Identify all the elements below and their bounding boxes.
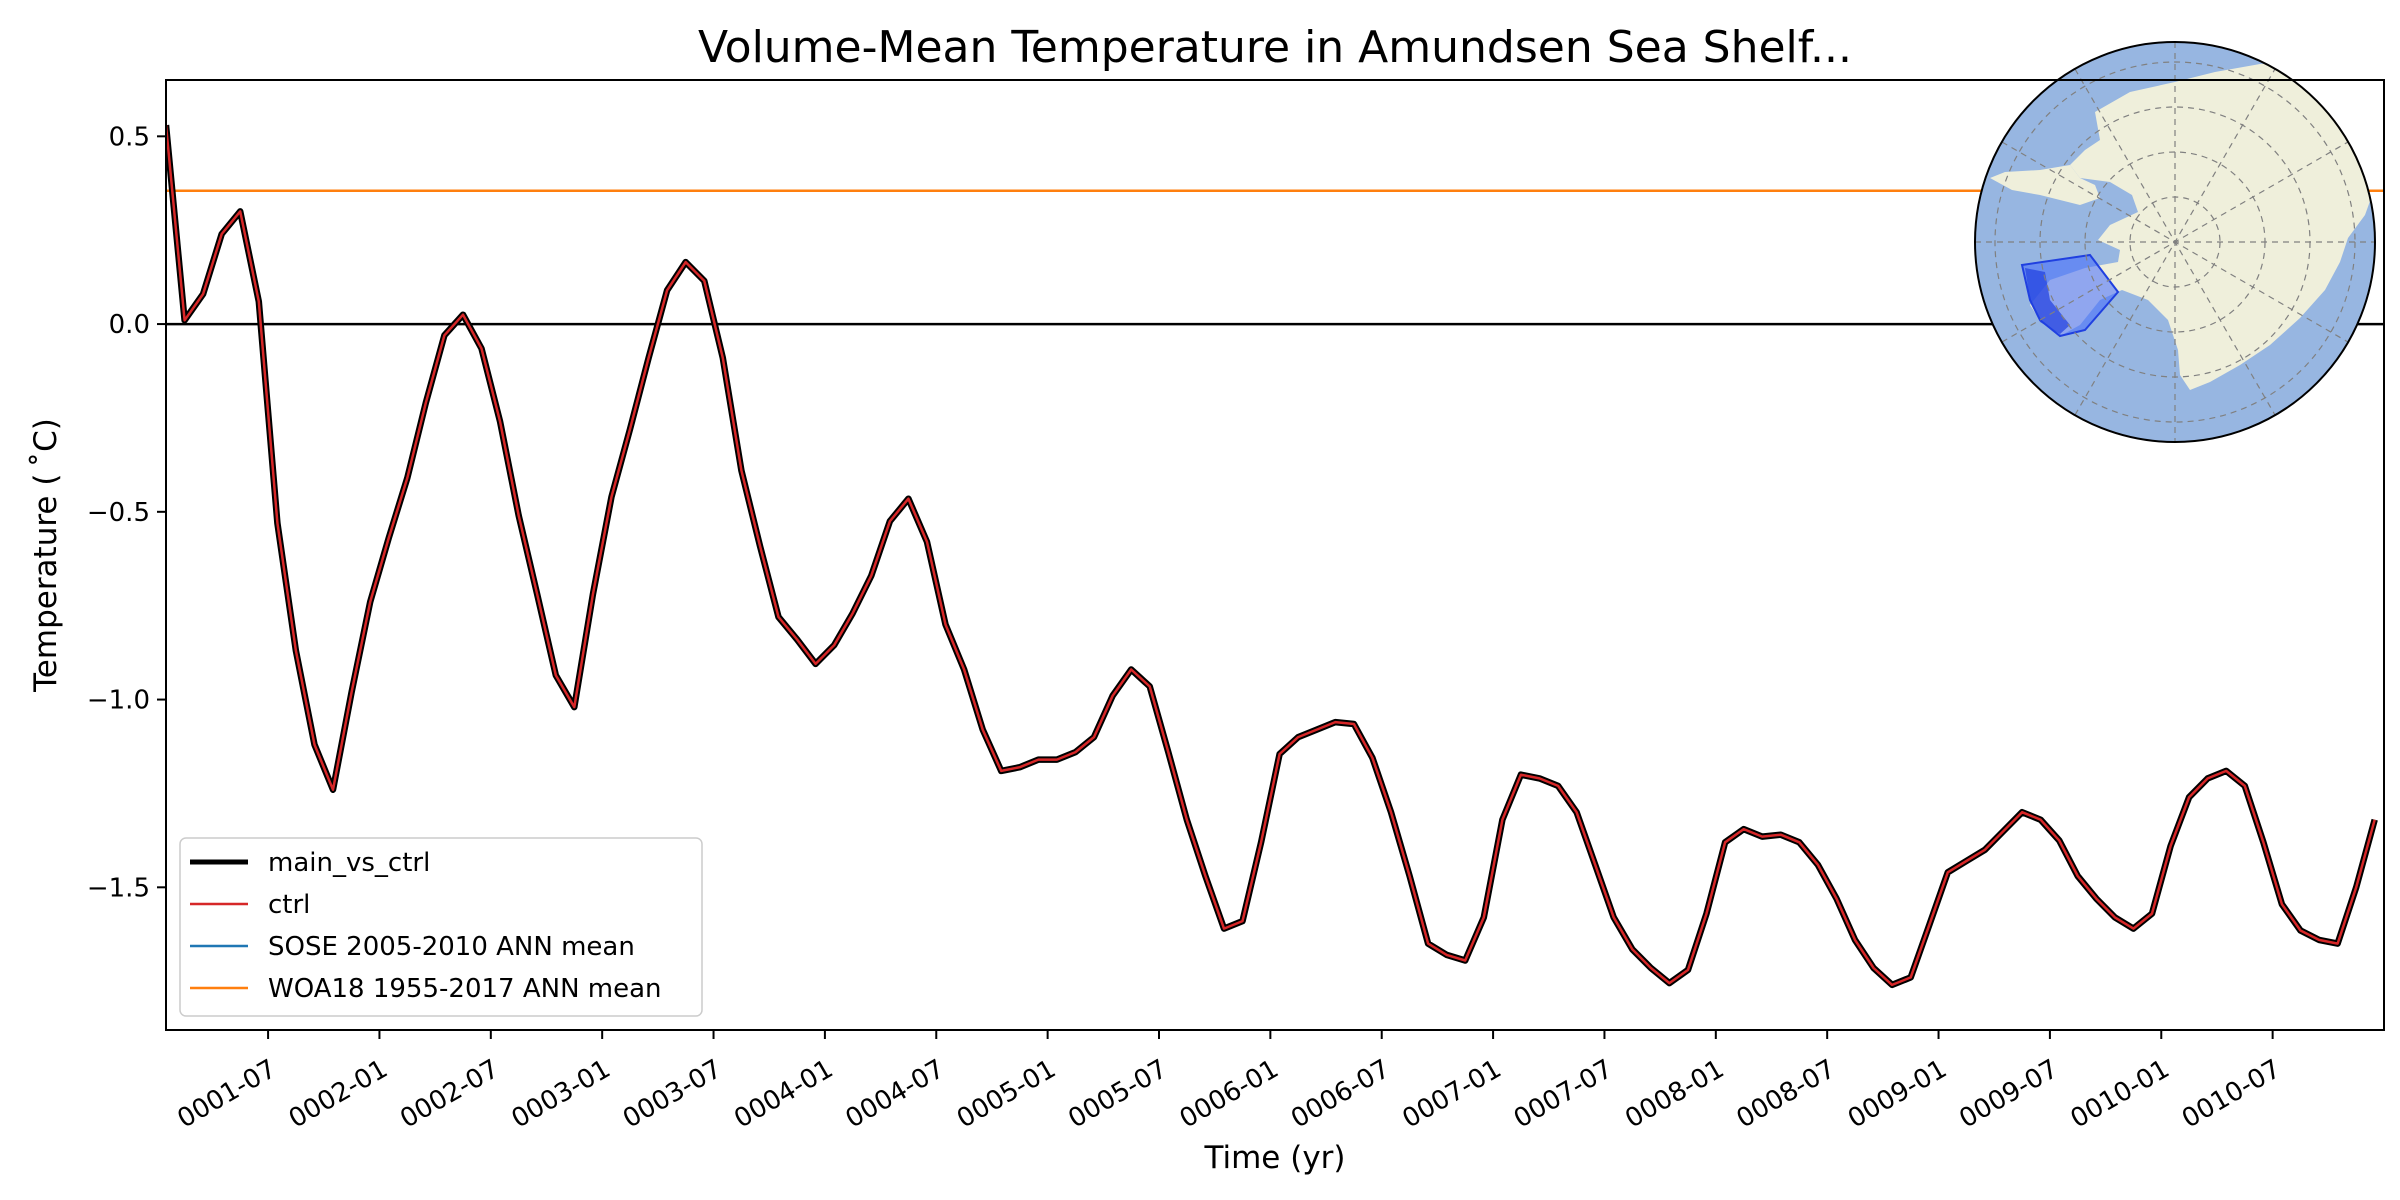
x-axis: 0001-07 0002-01 0002-07 0003-01 0003-07 0004-…	[172, 1030, 2286, 1134]
legend-label: WOA18 1955-2017 ANN mean	[268, 974, 662, 1004]
legend-box	[179, 837, 703, 1017]
x-tick-label: 0009-07	[1954, 1054, 2063, 1134]
x-tick-label: 0008-01	[1620, 1054, 1729, 1134]
x-tick-label: 0010-07	[2177, 1054, 2286, 1134]
legend-label: SOSE 2005-2010 ANN mean	[268, 932, 635, 962]
x-tick-label: 0003-01	[507, 1054, 616, 1134]
legend-label: ctrl	[268, 890, 310, 920]
y-axis-label: Temperature ( ˚C)	[28, 418, 64, 693]
y-tick-label: −1.0	[87, 686, 150, 716]
x-tick-label: 0007-01	[1398, 1054, 1507, 1134]
legend-label: main_vs_ctrl	[268, 848, 430, 878]
x-tick-label: 0004-07	[841, 1054, 950, 1134]
map-highlight-coast	[2025, 268, 2070, 334]
x-tick-label: 0008-07	[1732, 1054, 1841, 1134]
x-tick-label: 0006-07	[1286, 1054, 1395, 1134]
x-tick-label: 0010-01	[2066, 1054, 2175, 1134]
y-tick-label: 0.5	[109, 122, 150, 152]
inset-map	[1974, 41, 2376, 443]
series-line-ctrl	[166, 124, 2376, 987]
x-tick-label: 0001-07	[172, 1054, 281, 1134]
series-layer	[166, 124, 2378, 989]
x-tick-label: 0009-01	[1843, 1054, 1952, 1134]
x-tick-label: 0004-01	[729, 1054, 838, 1134]
x-tick-label: 0002-07	[395, 1054, 504, 1134]
x-tick-label: 0005-01	[952, 1054, 1061, 1134]
y-tick-label: −0.5	[87, 498, 150, 528]
x-tick-label: 0006-01	[1175, 1054, 1284, 1134]
x-tick-label: 0005-07	[1063, 1054, 1172, 1134]
x-tick-label: 0007-07	[1509, 1054, 1618, 1134]
map-land-peninsula	[1990, 165, 2100, 205]
y-axis: 0.5 0.0 −0.5 −1.0 −1.5	[87, 122, 166, 903]
y-tick-label: −1.5	[87, 873, 150, 903]
chart-title: Volume-Mean Temperature in Amundsen Sea …	[698, 22, 1852, 73]
x-tick-label: 0002-01	[284, 1054, 393, 1134]
map-border	[1974, 41, 2376, 443]
map-graticule	[1975, 42, 2375, 442]
x-tick-label: 0003-07	[618, 1054, 727, 1134]
y-tick-label: 0.0	[109, 310, 150, 340]
plot-frame	[165, 79, 2385, 1031]
x-axis-label: Time (yr)	[1204, 1140, 1346, 1176]
